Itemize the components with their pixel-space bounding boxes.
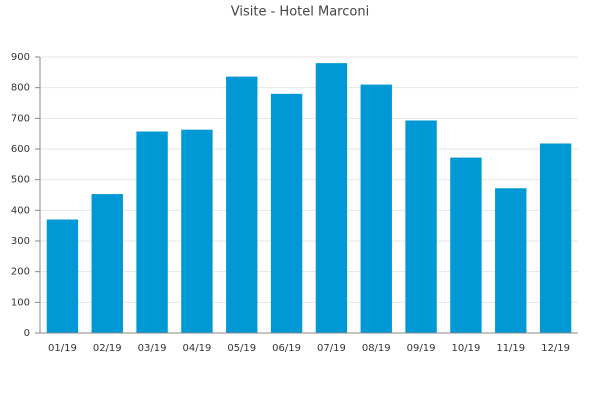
x-tick-label: 12/19	[541, 343, 570, 354]
bar	[450, 157, 482, 333]
x-tick-label: 01/19	[48, 343, 77, 354]
bar	[46, 219, 79, 333]
x-tick-label: 03/19	[138, 343, 167, 354]
bar	[91, 194, 123, 333]
bar	[315, 63, 348, 334]
y-tick-label: 300	[11, 236, 30, 247]
bar	[136, 131, 168, 333]
x-tick-label: 06/19	[272, 343, 301, 354]
bar	[539, 143, 572, 333]
y-tick-label: 400	[11, 205, 30, 216]
x-tick-label: 10/19	[452, 343, 481, 354]
bar	[270, 93, 303, 333]
y-tick-label: 500	[11, 175, 30, 186]
x-tick-label: 05/19	[227, 343, 256, 354]
x-tick-label: 11/19	[496, 343, 525, 354]
y-tick-label: 800	[11, 83, 30, 94]
bar	[360, 84, 392, 333]
y-tick-label: 700	[11, 113, 30, 124]
y-tick-label: 200	[11, 267, 30, 278]
y-tick-label: 100	[11, 297, 30, 308]
chart-title: Visite - Hotel Marconi	[231, 5, 369, 20]
y-tick-label: 900	[11, 52, 30, 63]
x-tick-label: 04/19	[183, 343, 212, 354]
y-tick-label: 600	[11, 144, 30, 155]
bar	[495, 188, 527, 333]
x-tick-label: 08/19	[362, 343, 391, 354]
bar	[226, 76, 258, 334]
x-tick-label: 07/19	[317, 343, 346, 354]
bar	[181, 129, 213, 333]
y-tick-label: 0	[24, 328, 30, 339]
x-tick-label: 02/19	[93, 343, 122, 354]
x-tick-label: 09/19	[407, 343, 436, 354]
bar	[405, 120, 437, 333]
